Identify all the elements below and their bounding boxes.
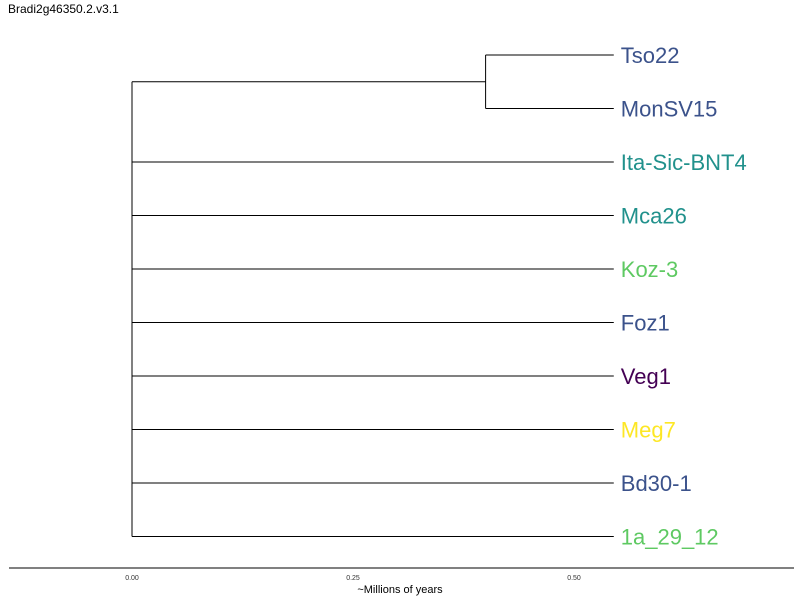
axis-ticks: 0.00 0.25 0.50 xyxy=(125,575,581,582)
tick-label: 0.50 xyxy=(567,575,581,582)
leaf-label-Ita-Sic-BNT4: Ita-Sic-BNT4 xyxy=(621,150,747,175)
leaf-labels: Tso22 MonSV15 Ita-Sic-BNT4 Mca26 Koz-3 Foz1 Ve… xyxy=(621,43,747,550)
leaf-label-Bd30-1: Bd30-1 xyxy=(621,471,692,496)
tick-label: 0.00 xyxy=(125,575,139,582)
leaf-label-Mca26: Mca26 xyxy=(621,204,687,229)
tree-branches xyxy=(131,54,614,537)
gene-title: Bradi2g46350.2.v3.1 xyxy=(8,2,119,16)
leaf-label-Koz-3: Koz-3 xyxy=(621,257,678,282)
leaf-label-Veg1: Veg1 xyxy=(621,364,671,389)
time-axis: 0.00 0.25 0.50 ~Millions of years xyxy=(9,567,794,596)
leaf-label-Foz1: Foz1 xyxy=(621,311,670,336)
leaf-label-Tso22: Tso22 xyxy=(621,43,680,68)
leaf-label-1a_29_12: 1a_29_12 xyxy=(621,525,719,550)
axis-title: ~Millions of years xyxy=(357,584,443,596)
tick-label: 0.25 xyxy=(346,575,360,582)
leaf-label-MonSV15: MonSV15 xyxy=(621,97,718,122)
leaf-label-Meg7: Meg7 xyxy=(621,418,676,443)
